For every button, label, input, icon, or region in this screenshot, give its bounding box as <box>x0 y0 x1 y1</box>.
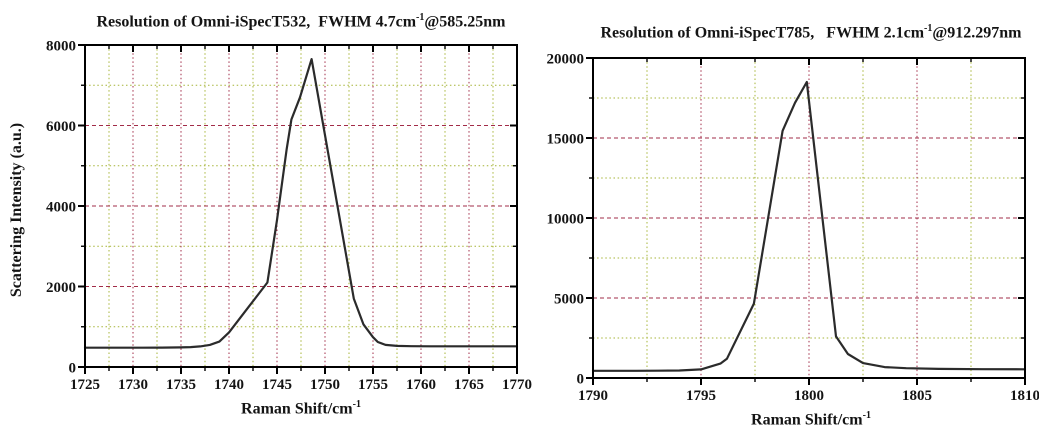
chart1-xtick-1740: 1740 <box>214 377 244 393</box>
chart2-xaxis-label-superscript: -1 <box>862 410 871 421</box>
chart2-ytick-20000: 20000 <box>547 52 585 68</box>
spectrum-532-line <box>83 57 519 349</box>
chart2-title-superscript: -1 <box>924 23 933 34</box>
chart2-xaxis-label-text: Raman Shift/cm <box>751 411 863 429</box>
chart2-xtick-1805: 1805 <box>902 388 932 404</box>
chart1-xtick-1755: 1755 <box>358 377 388 393</box>
chart1-xaxis-label-text: Raman Shift/cm <box>241 400 353 418</box>
chart2-major-grid <box>593 58 1025 378</box>
chart2-xtick-1810: 1810 <box>1010 388 1039 404</box>
chart1-group: 1725 1730 1735 1740 1745 1750 1755 1760 1765 1770… <box>46 39 532 394</box>
chart1-xtick-1770: 1770 <box>502 377 532 393</box>
chart2-ytick-10000: 10000 <box>547 212 585 228</box>
chart1-ytick-6000: 6000 <box>46 119 76 135</box>
chart1-xaxis-label-superscript: -1 <box>352 399 361 410</box>
chart1-title-superscript: -1 <box>416 12 425 23</box>
chart2-title-tail: @912.297nm <box>932 24 1022 42</box>
chart2-ytick-5000: 5000 <box>554 292 584 308</box>
chart2-xtick-1790: 1790 <box>578 388 608 404</box>
chart1-xtick-1730: 1730 <box>118 377 148 393</box>
chart1-ytick-2000: 2000 <box>46 280 76 296</box>
chart1-ytick-8000: 8000 <box>46 39 76 55</box>
chart2-ytick-0: 0 <box>577 372 585 388</box>
chart2-group: 1790 1795 1800 1805 1810 0 5000 10000 15000 20000 <box>547 52 1039 405</box>
spectrum-785-line <box>591 80 1027 372</box>
chart2-xaxis-label: Raman Shift/cm-1 <box>751 410 871 429</box>
chart2-xtick-1800: 1800 <box>794 388 824 404</box>
chart1-yaxis-label: Scattering Intensity (a.u.) <box>8 122 25 298</box>
chart2-title-text: Resolution of Omni-iSpecT785, FWHM 2.1cm <box>600 24 925 42</box>
chart1-xtick-1760: 1760 <box>406 377 436 393</box>
chart1-title-tail: @585.25nm <box>424 13 506 31</box>
chart1-major-grid <box>85 45 517 367</box>
chart1-xtick-1765: 1765 <box>454 377 484 393</box>
chart1-xtick-1750: 1750 <box>310 377 340 393</box>
chart1-title-text: Resolution of Omni-iSpecT532, FWHM 4.7cm <box>96 13 417 31</box>
chart1-xtick-1745: 1745 <box>262 377 292 393</box>
chart1-xaxis-label: Raman Shift/cm-1 <box>241 399 361 418</box>
chart2-xtick-1795: 1795 <box>686 388 716 404</box>
chart1-ytick-0: 0 <box>69 361 77 377</box>
chart1-xtick-1725: 1725 <box>70 377 100 393</box>
chart1-xtick-1735: 1735 <box>166 377 196 393</box>
chart1-ytick-4000: 4000 <box>46 200 76 216</box>
chart2-ytick-15000: 15000 <box>547 132 585 148</box>
chart2-title: Resolution of Omni-iSpecT785, FWHM 2.1cm… <box>601 23 1022 42</box>
chart1-ticks <box>78 44 518 374</box>
chart1-title: Resolution of Omni-iSpecT532, FWHM 4.7cm… <box>97 12 506 31</box>
chart2-ticks <box>586 57 1026 385</box>
